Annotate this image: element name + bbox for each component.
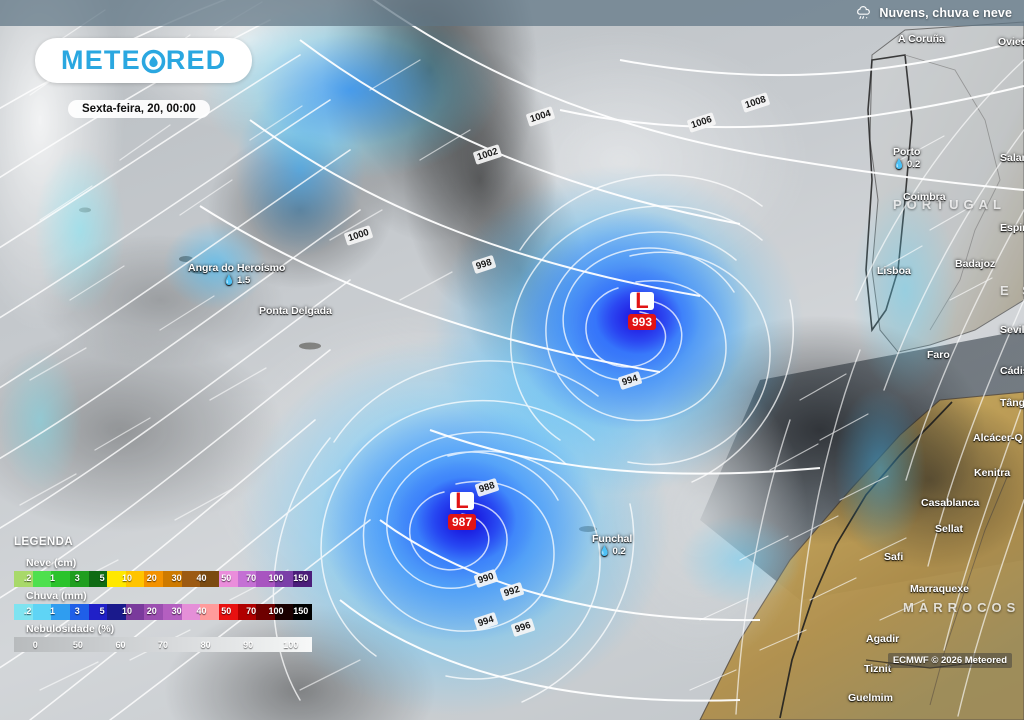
legend-rain-cell	[14, 604, 33, 620]
legend-rain-tick: 3	[74, 606, 80, 616]
legend-rain-tick: 1	[49, 606, 55, 616]
legend-cloud-tick: 60	[115, 639, 126, 650]
legend-cloud-tick: 90	[243, 639, 254, 650]
legend-snow-tick: 50	[221, 573, 232, 583]
legend-cloud-scale: 0 50 60 70 80 90 100	[14, 637, 312, 652]
legend-rain-cell	[237, 604, 257, 620]
legend-rain-tick: 40	[196, 606, 207, 616]
logo-text-pre: METE	[61, 45, 141, 75]
legend-rain-tick: 5	[99, 606, 105, 616]
legend-cloud-tick: 80	[200, 639, 211, 650]
legend-snow-cell	[32, 571, 52, 587]
legend-rain-tick: 30	[171, 606, 182, 616]
legend-cloud-label: Nebulosidade (%)	[26, 623, 115, 635]
legend-group-rain: Chuva (mm) .2 1 3 5 10 20 30 40 50 70 100 150	[14, 590, 314, 620]
legend-snow-scale: .2 1 3 5 10 20 30 40 50 70 100 150	[14, 571, 312, 587]
legend-snow-tick: 10	[121, 573, 132, 583]
legend-snow-tick: 1	[49, 573, 55, 583]
header-title: Nuvens, chuva e neve	[879, 6, 1012, 20]
legend-title: LEGENDA	[14, 536, 74, 548]
legend-rain-tick: 70	[246, 606, 257, 616]
legend-rain-scale: .2 1 3 5 10 20 30 40 50 70 100 150	[14, 604, 312, 620]
legend-rain-cell	[69, 604, 89, 620]
meteored-logo-text: METE RED	[61, 47, 226, 74]
legend-snow-tick: 30	[171, 573, 182, 583]
legend-snow-tick: 100	[268, 573, 284, 583]
legend-snow-cell	[163, 571, 182, 587]
legend-snow-cell	[125, 571, 145, 587]
legend-snow-tick: 70	[246, 573, 257, 583]
legend-snow-tick: 3	[74, 573, 80, 583]
legend-rain-tick: 150	[293, 606, 309, 616]
legend-rain-cell	[181, 604, 201, 620]
legend-snow-tick: 40	[196, 573, 207, 583]
legend-cloud-tick: 70	[158, 639, 169, 650]
legend-snow-cell	[293, 571, 312, 587]
legend-rain-cell	[163, 604, 182, 620]
forecast-timestamp: Sexta-feira, 20, 00:00	[68, 100, 210, 118]
legend-snow-cell	[144, 571, 163, 587]
legend-snow-cell	[237, 571, 257, 587]
map-header-bar: Nuvens, chuva e neve	[0, 0, 1024, 26]
legend-rain-cell	[32, 604, 52, 620]
legend-cloud-tick: 50	[72, 639, 83, 650]
legend-group-snow: Neve (cm) .2 1 3 5 10 20 30 40 50 70 100 150	[14, 557, 314, 587]
legend-snow-cell	[14, 571, 33, 587]
legend-snow-tick: 20	[146, 573, 157, 583]
legend-rain-cell	[200, 604, 219, 620]
legend-rain-tick: 10	[121, 606, 132, 616]
legend-rain-cell	[125, 604, 145, 620]
legend-rain-cell	[274, 604, 294, 620]
legend-snow-tick: 5	[99, 573, 105, 583]
legend-cloud-tick: 0	[32, 639, 38, 650]
legend-rain-cell	[144, 604, 163, 620]
logo-text-post: RED	[165, 45, 227, 75]
legend-snow-cell	[69, 571, 89, 587]
legend-snow-cell	[274, 571, 294, 587]
legend-snow-cell	[200, 571, 219, 587]
legend-snow-cell	[88, 571, 108, 587]
legend-cloud-tick: 100	[283, 639, 299, 650]
cloud-rain-snow-icon	[855, 5, 872, 22]
legend-rain-cell	[107, 604, 126, 620]
legend-snow-cell	[51, 571, 70, 587]
legend-snow-label: Neve (cm)	[26, 557, 77, 569]
legend-rain-tick: 50	[221, 606, 232, 616]
legend-snow-cell	[181, 571, 201, 587]
legend-snow-cell	[218, 571, 238, 587]
legend-rain-tick: 100	[268, 606, 284, 616]
legend-panel: LEGENDA Neve (cm) .2 1 3 5 10 20 30 40 50 70 100 15…	[14, 536, 314, 655]
legend-rain-label: Chuva (mm)	[26, 590, 87, 602]
meteored-drop-icon	[141, 48, 166, 74]
attribution-text: ECMWF © 2026 Meteored	[887, 653, 1012, 668]
legend-rain-cell	[293, 604, 312, 620]
legend-snow-cell	[256, 571, 275, 587]
legend-rain-tick: .2	[23, 606, 32, 616]
legend-rain-cell	[51, 604, 70, 620]
legend-rain-tick: 20	[146, 606, 157, 616]
legend-rain-cell	[256, 604, 275, 620]
meteored-logo[interactable]: METE RED	[35, 38, 253, 83]
legend-snow-tick: .2	[23, 573, 32, 583]
legend-snow-cell	[107, 571, 126, 587]
legend-rain-cell	[218, 604, 238, 620]
legend-snow-tick: 150	[293, 573, 309, 583]
legend-group-cloud: Nebulosidade (%) 0 50 60 70 80 90 100	[14, 623, 314, 652]
legend-rain-cell	[88, 604, 108, 620]
